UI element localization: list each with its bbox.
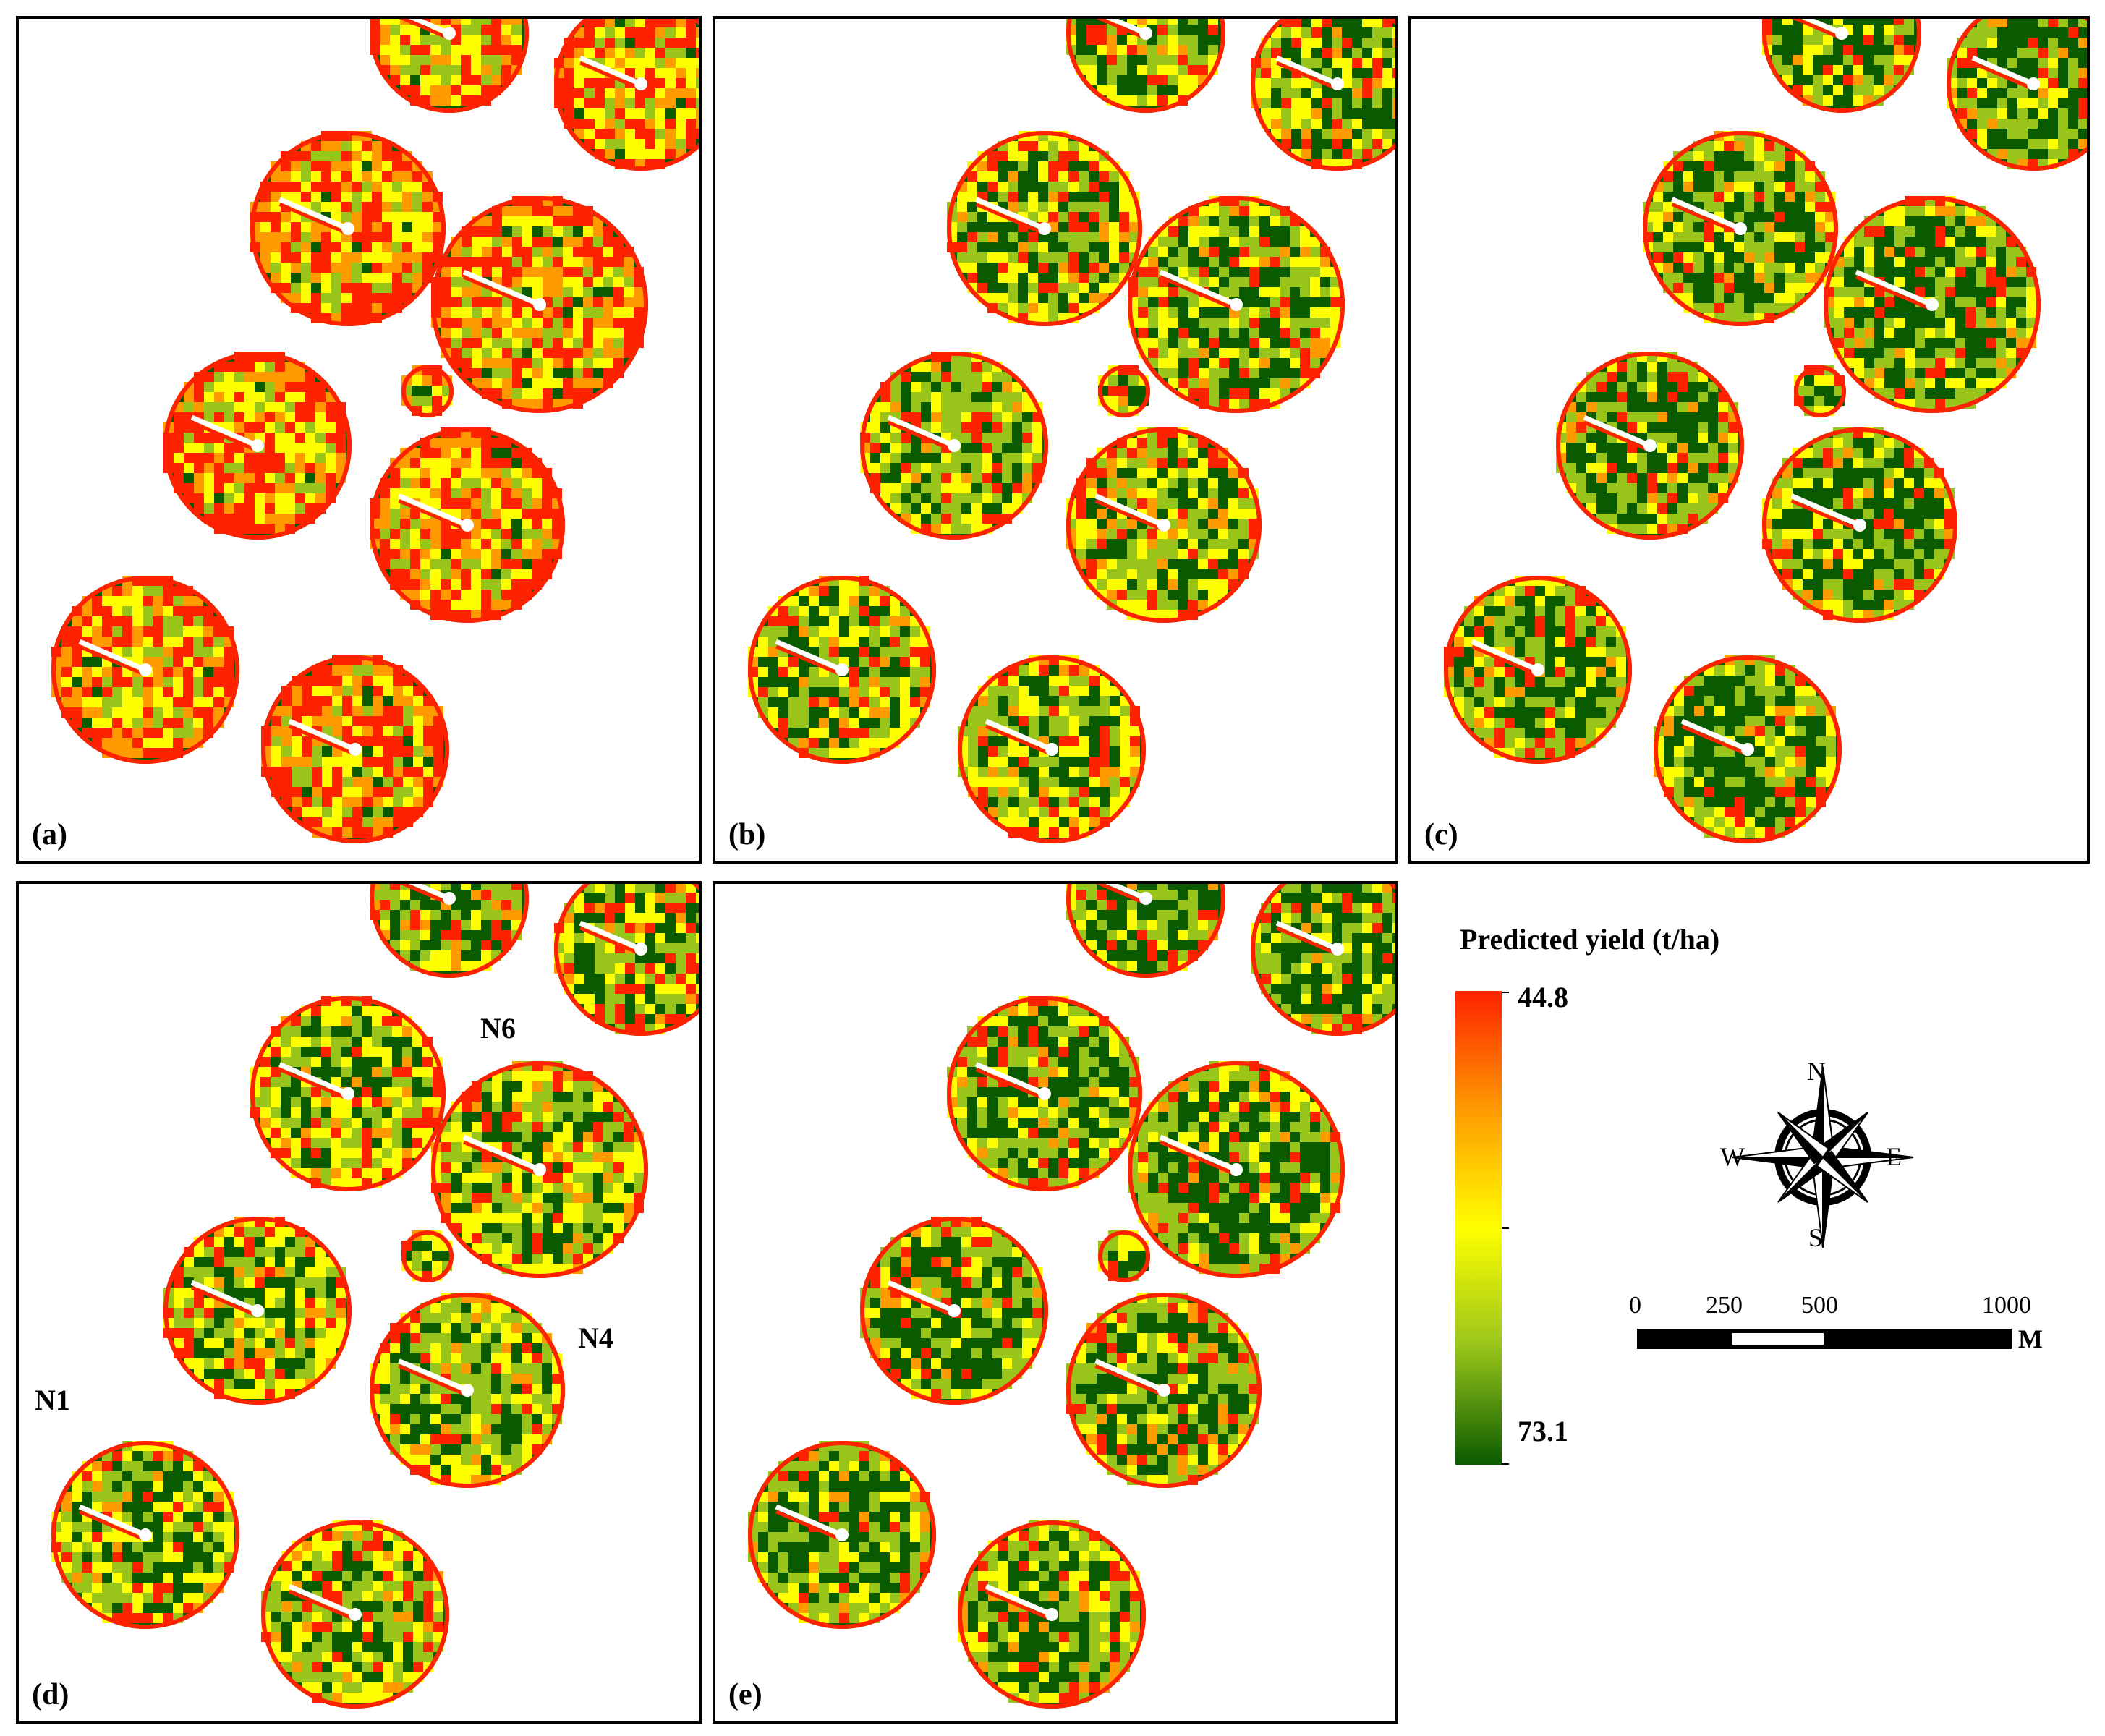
field-n6 <box>431 196 648 413</box>
compass-west-label: W <box>1720 1142 1745 1171</box>
field-n7 <box>250 131 446 326</box>
field-n4 <box>1066 427 1262 623</box>
field-small <box>1794 365 1846 417</box>
field-n6 <box>1128 196 1345 413</box>
legend-title: Predicted yield (t/ha) <box>1460 923 1720 956</box>
field-n1 <box>748 1441 936 1629</box>
scale-label-0: 0 <box>1629 1292 1641 1319</box>
panel-label-c: (c) <box>1424 818 1458 851</box>
map-panel-b: (b) <box>713 16 1398 864</box>
colorbar-tick-mid <box>1502 1227 1509 1229</box>
field-n1 <box>748 576 936 764</box>
field-n7 <box>947 996 1142 1191</box>
field-n1 <box>51 1441 239 1629</box>
scale-label-1000: 1000 <box>1982 1292 2031 1319</box>
field-n4 <box>370 1293 565 1488</box>
yield-map-d <box>51 884 699 1709</box>
field-n2 <box>261 1520 449 1709</box>
field-n6 <box>431 1061 648 1278</box>
field-n2 <box>261 655 449 843</box>
map-panel-d: (d) N1 N4 N6 <box>16 881 702 1724</box>
field-label-n1: N1 <box>35 1384 70 1416</box>
field-n2 <box>958 1520 1146 1709</box>
field-n3 <box>860 1217 1048 1405</box>
field-label-n4: N4 <box>578 1322 613 1354</box>
field-n7 <box>947 131 1142 326</box>
field-n1 <box>1444 576 1632 764</box>
panel-label-d: (d) <box>32 1678 69 1711</box>
scale-unit: M <box>2018 1324 2043 1353</box>
field-n9 <box>1947 19 2087 171</box>
field-n3 <box>1556 352 1744 540</box>
field-small <box>1098 365 1150 417</box>
yield-colorbar <box>1455 991 1502 1465</box>
field-n8 <box>1066 19 1225 113</box>
field-n7 <box>1643 131 1838 326</box>
compass-south-label: S <box>1808 1223 1824 1252</box>
field-n4 <box>1066 1293 1262 1488</box>
yield-map-c <box>1444 19 2087 843</box>
yield-map-a <box>51 19 699 843</box>
field-n9 <box>554 884 699 1036</box>
field-n1 <box>51 576 239 764</box>
field-n9 <box>1251 884 1395 1036</box>
field-small <box>1098 1230 1150 1282</box>
field-n2 <box>1654 655 1842 843</box>
colorbar-tick-bottom <box>1502 1463 1509 1465</box>
field-n4 <box>1762 427 1957 623</box>
map-panel-e: (e) <box>713 881 1398 1724</box>
colorbar-max-label: 44.8 <box>1518 981 1568 1013</box>
field-n6 <box>1824 196 2041 413</box>
field-n7 <box>250 996 446 1191</box>
field-n8 <box>1066 884 1225 978</box>
panel-label-a: (a) <box>32 818 67 851</box>
scale-label-500: 500 <box>1801 1292 1838 1319</box>
panel-label-b: (b) <box>728 818 766 851</box>
scale-label-250: 250 <box>1706 1292 1743 1319</box>
field-small <box>401 1230 454 1282</box>
field-n4 <box>370 427 565 623</box>
field-n8 <box>370 19 529 113</box>
compass-rose-icon <box>1732 1066 1914 1248</box>
compass-north-label: N <box>1807 1057 1826 1086</box>
field-n9 <box>554 19 699 171</box>
compass-east-label: E <box>1886 1142 1902 1171</box>
colorbar-tick-top <box>1502 992 1509 993</box>
field-n8 <box>1762 19 1921 113</box>
field-n8 <box>370 884 529 978</box>
field-n9 <box>1251 19 1395 171</box>
panel-label-e: (e) <box>728 1678 762 1711</box>
colorbar-min-label: 73.1 <box>1518 1415 1568 1447</box>
field-label-n6: N6 <box>480 1012 516 1044</box>
field-small <box>401 365 454 417</box>
map-panel-c: (c) <box>1408 16 2090 864</box>
field-n3 <box>163 1217 352 1405</box>
yield-map-e <box>748 884 1395 1709</box>
scale-bar <box>1637 1329 2012 1349</box>
yield-map-b <box>748 19 1395 843</box>
field-n2 <box>958 655 1146 843</box>
map-panel-a: (a) <box>16 16 702 864</box>
field-n6 <box>1128 1061 1345 1278</box>
field-n3 <box>163 352 352 540</box>
field-n3 <box>860 352 1048 540</box>
